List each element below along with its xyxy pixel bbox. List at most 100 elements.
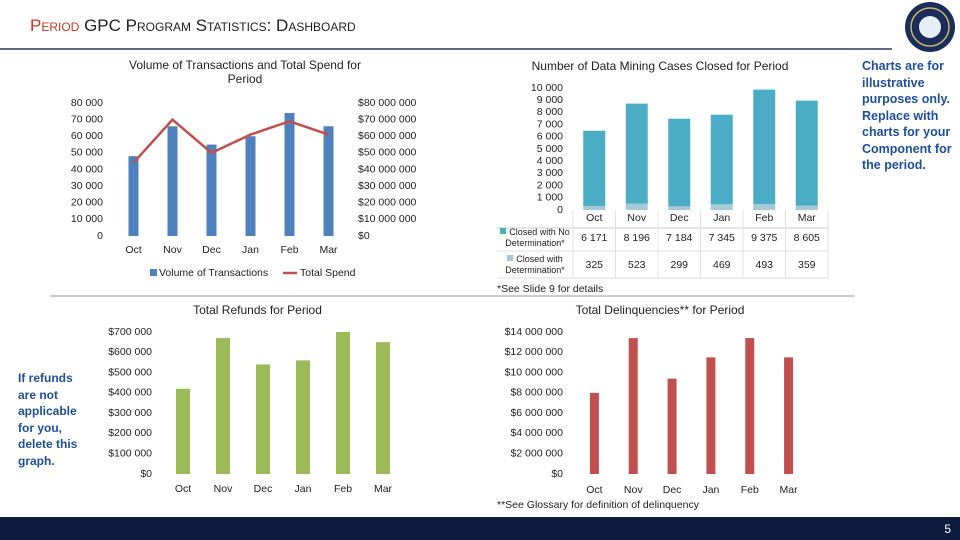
legend-label: Closed with No Determination*: [505, 227, 570, 248]
bar: [323, 126, 334, 236]
bar-segment: [583, 130, 606, 207]
x-tick-label: Nov: [624, 484, 643, 496]
chart-title: Volume of Transactions and Total Spend f…: [129, 58, 361, 86]
x-tick-label: Feb: [334, 483, 352, 495]
bar: [176, 388, 190, 474]
y-tick-label: $200 000: [108, 427, 152, 439]
table-cell: 299: [670, 259, 688, 271]
bar-segment: [710, 204, 733, 210]
x-tick-label: Jan: [242, 244, 259, 256]
bar-segment: [625, 203, 648, 210]
y2-tick-label: $80 000 000: [358, 97, 417, 109]
y-tick-label: 2 000: [537, 179, 563, 191]
bar-segment: [625, 103, 648, 204]
y-tick-label: $2 000 000: [510, 447, 563, 459]
x-tick-label: Feb: [755, 212, 773, 224]
bar-segment: [753, 89, 776, 204]
y2-tick-label: $40 000 000: [358, 163, 417, 175]
bar: [706, 357, 716, 474]
bar-segment: [668, 118, 691, 207]
y-tick-label: $10 000 000: [505, 366, 564, 378]
x-tick-label: Mar: [780, 484, 799, 496]
table-cell: 7 345: [709, 232, 735, 244]
page-number: 5: [944, 522, 951, 536]
x-tick-label: Mar: [798, 212, 817, 224]
x-tick-label: Feb: [741, 484, 759, 496]
bar: [784, 357, 794, 474]
y-tick-label: 4 000: [537, 155, 563, 167]
y-tick-label: 0: [557, 204, 563, 216]
y-tick-label: 50 000: [71, 147, 103, 159]
y2-tick-label: $30 000 000: [358, 180, 417, 192]
table-row-name: Closed with No Determination*: [499, 227, 571, 249]
title-highlight: Period: [30, 16, 80, 35]
y2-tick-label: $70 000 000: [358, 113, 417, 125]
table-cell: 469: [713, 259, 731, 271]
chart-title: Total Delinquencies** for Period: [575, 303, 745, 317]
y-tick-label: $600 000: [108, 346, 152, 358]
y-tick-label: 80 000: [71, 97, 103, 109]
seal: [905, 2, 955, 52]
legend-swatch: [500, 228, 507, 234]
bar: [167, 126, 178, 236]
bar: [628, 338, 638, 474]
x-tick-label: Dec: [254, 483, 273, 495]
bar: [216, 338, 230, 474]
footer-bar: [0, 517, 960, 540]
y-tick-label: 30 000: [71, 180, 103, 192]
bar: [128, 156, 139, 236]
chart-title: Number of Data Mining Cases Closed for P…: [531, 59, 789, 73]
legend-swatch: [150, 269, 157, 276]
x-tick-label: Jan: [702, 484, 719, 496]
x-tick-label: Dec: [663, 484, 682, 496]
bar: [206, 144, 217, 236]
y-tick-label: $300 000: [108, 407, 152, 419]
chart-note: **See Glossary for definition of delinqu…: [497, 499, 700, 511]
y-tick-label: $6 000 000: [510, 407, 563, 419]
x-tick-label: Jan: [295, 483, 312, 495]
table-cell: 523: [628, 259, 646, 271]
y-tick-label: 10 000: [71, 213, 103, 225]
x-tick-label: Feb: [280, 244, 298, 256]
legend-label: Closed with Determination*: [505, 254, 565, 275]
table-cell: 493: [755, 259, 773, 271]
bar: [667, 378, 677, 474]
y-tick-label: 60 000: [71, 130, 103, 142]
table-cell: 8 605: [794, 232, 820, 244]
y2-tick-label: $20 000 000: [358, 197, 417, 209]
y-tick-label: 1 000: [537, 192, 563, 204]
x-tick-label: Jan: [713, 212, 730, 224]
legend-swatch: [507, 255, 514, 261]
page-title: Period GPC Program Statistics: Dashboard: [30, 16, 356, 36]
table-cell: 7 184: [666, 232, 692, 244]
bar: [284, 112, 295, 236]
title-text: GPC Program Statistics: Dashboard: [84, 16, 356, 35]
y2-tick-label: $60 000 000: [358, 130, 417, 142]
table-cell: 8 196: [624, 232, 650, 244]
y-tick-label: 8 000: [537, 106, 563, 118]
bar-segment: [795, 205, 818, 210]
y-tick-label: 9 000: [537, 94, 563, 106]
line: [132, 117, 329, 164]
table-cell: 9 375: [751, 232, 777, 244]
bar-segment: [583, 206, 606, 210]
bar-segment: [795, 100, 818, 206]
x-tick-label: Dec: [202, 244, 221, 256]
x-tick-label: Nov: [214, 483, 233, 495]
y-tick-label: 70 000: [71, 113, 103, 125]
x-tick-label: Nov: [627, 212, 646, 224]
chart-note: *See Slide 9 for details: [497, 283, 603, 295]
y-tick-label: $4 000 000: [510, 427, 563, 439]
x-tick-label: Mar: [374, 483, 393, 495]
x-tick-label: Dec: [670, 212, 689, 224]
x-tick-label: Nov: [163, 244, 182, 256]
y-tick-label: $14 000 000: [505, 326, 564, 338]
y2-tick-label: $10 000 000: [358, 213, 417, 225]
bar: [256, 364, 270, 474]
x-tick-label: Mar: [319, 244, 338, 256]
y2-tick-label: $50 000 000: [358, 147, 417, 159]
bar-segment: [753, 203, 776, 210]
y-tick-label: $700 000: [108, 326, 152, 338]
table-cell: 6 171: [581, 232, 607, 244]
